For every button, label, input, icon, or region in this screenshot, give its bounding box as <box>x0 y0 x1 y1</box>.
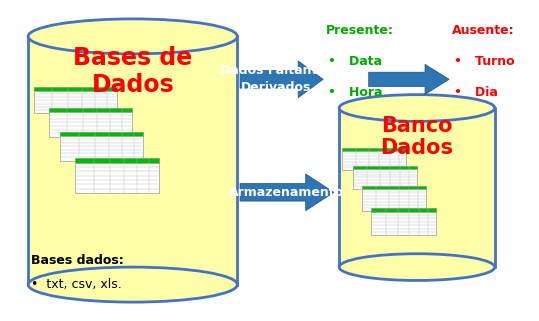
Text: •   Dia: • Dia <box>454 86 499 99</box>
Polygon shape <box>33 87 116 91</box>
Text: Armazenamento: Armazenamento <box>230 186 344 199</box>
Polygon shape <box>371 208 436 212</box>
Polygon shape <box>240 174 334 211</box>
Polygon shape <box>240 61 323 98</box>
Polygon shape <box>49 108 132 112</box>
Polygon shape <box>28 36 237 285</box>
Polygon shape <box>33 87 116 113</box>
Ellipse shape <box>339 254 495 281</box>
Polygon shape <box>60 132 143 135</box>
Text: Presente:: Presente: <box>326 24 393 37</box>
Polygon shape <box>371 208 436 235</box>
Text: •   Hora: • Hora <box>328 86 383 99</box>
Text: Ausente:: Ausente: <box>452 24 514 37</box>
Polygon shape <box>339 108 495 267</box>
Ellipse shape <box>28 19 237 54</box>
Polygon shape <box>60 132 143 160</box>
Text: •   Turno: • Turno <box>454 56 515 68</box>
Text: Derivados: Derivados <box>241 81 312 94</box>
Text: Bases de
Dados: Bases de Dados <box>73 46 192 97</box>
Text: •  txt, csv, xls.: • txt, csv, xls. <box>31 278 122 291</box>
Text: Banco
Dados: Banco Dados <box>381 116 453 158</box>
Ellipse shape <box>339 95 495 121</box>
Polygon shape <box>75 158 158 193</box>
Polygon shape <box>353 166 417 188</box>
Text: Dados Faltantes: Dados Faltantes <box>219 65 333 77</box>
Polygon shape <box>369 64 449 94</box>
Text: Bases dados:: Bases dados: <box>31 254 123 267</box>
Polygon shape <box>49 108 132 137</box>
Polygon shape <box>353 166 417 169</box>
Polygon shape <box>362 186 426 189</box>
Ellipse shape <box>28 267 237 302</box>
Text: •   Data: • Data <box>328 56 383 68</box>
Polygon shape <box>342 148 406 151</box>
Polygon shape <box>75 158 158 162</box>
Polygon shape <box>342 148 406 170</box>
Polygon shape <box>362 186 426 212</box>
